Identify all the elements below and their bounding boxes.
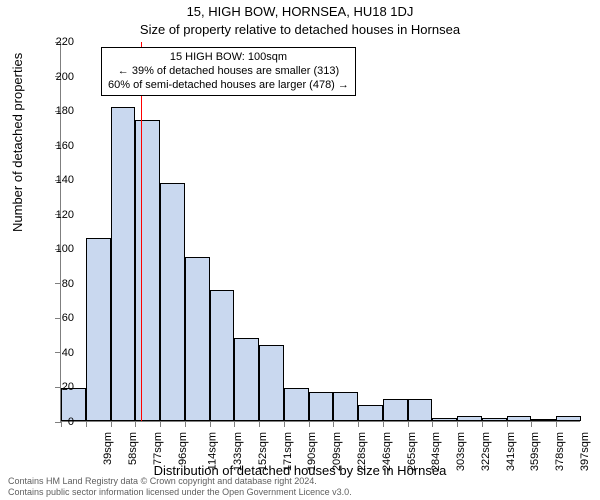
y-tick-label: 40 xyxy=(44,347,74,359)
x-tick-label: 58sqm xyxy=(127,432,139,465)
x-tick-label: 322sqm xyxy=(480,432,492,471)
histogram-bar xyxy=(358,405,383,421)
y-tick-label: 0 xyxy=(44,416,74,428)
histogram-bar xyxy=(432,418,457,421)
x-tick xyxy=(210,421,211,427)
x-tick xyxy=(234,421,235,427)
histogram-bar xyxy=(333,392,358,421)
histogram-bar xyxy=(383,399,408,421)
x-tick xyxy=(531,421,532,427)
x-tick xyxy=(482,421,483,427)
x-tick xyxy=(309,421,310,427)
x-tick-label: 171sqm xyxy=(282,432,294,471)
x-tick-label: 96sqm xyxy=(177,432,189,465)
y-tick-label: 100 xyxy=(44,243,74,255)
x-tick xyxy=(135,421,136,427)
histogram-bar xyxy=(135,120,160,421)
y-tick-label: 180 xyxy=(44,105,74,117)
histogram-bar xyxy=(482,418,507,421)
x-tick-label: 209sqm xyxy=(331,432,343,471)
histogram-bar xyxy=(160,183,185,421)
y-tick-label: 160 xyxy=(44,140,74,152)
property-size-histogram: 15, HIGH BOW, HORNSEA, HU18 1DJ Size of … xyxy=(0,0,600,500)
x-tick xyxy=(358,421,359,427)
x-tick xyxy=(284,421,285,427)
histogram-bar xyxy=(111,107,136,421)
y-tick-label: 220 xyxy=(44,36,74,48)
x-tick-label: 190sqm xyxy=(307,432,319,471)
x-tick xyxy=(160,421,161,427)
histogram-bar xyxy=(210,290,235,421)
histogram-bar xyxy=(309,392,334,421)
histogram-bar xyxy=(234,338,259,421)
annotation-box: 15 HIGH BOW: 100sqm ← 39% of detached ho… xyxy=(101,47,356,96)
y-tick-label: 120 xyxy=(44,209,74,221)
annotation-line-1: 15 HIGH BOW: 100sqm xyxy=(108,51,349,65)
plot-area: 15 HIGH BOW: 100sqm ← 39% of detached ho… xyxy=(60,42,580,422)
footer-attribution: Contains HM Land Registry data © Crown c… xyxy=(8,476,352,498)
reference-line xyxy=(141,42,142,421)
x-tick-label: 303sqm xyxy=(455,432,467,471)
x-tick-label: 228sqm xyxy=(356,432,368,471)
histogram-bar xyxy=(86,238,111,421)
x-tick xyxy=(457,421,458,427)
y-tick-label: 60 xyxy=(44,312,74,324)
histogram-bar xyxy=(284,388,309,421)
x-tick-label: 39sqm xyxy=(102,432,114,465)
x-tick xyxy=(408,421,409,427)
y-axis-label: Number of detached properties xyxy=(10,53,25,232)
footer-line-2: Contains public sector information licen… xyxy=(8,487,352,498)
x-tick-label: 246sqm xyxy=(381,432,393,471)
histogram-bar xyxy=(185,257,210,421)
x-tick xyxy=(86,421,87,427)
x-tick xyxy=(111,421,112,427)
x-tick-label: 378sqm xyxy=(554,432,566,471)
annotation-line-2: ← 39% of detached houses are smaller (31… xyxy=(108,65,349,79)
x-tick xyxy=(259,421,260,427)
histogram-bar xyxy=(507,416,532,421)
y-tick-label: 140 xyxy=(44,174,74,186)
annotation-line-3: 60% of semi-detached houses are larger (… xyxy=(108,79,349,93)
histogram-bar xyxy=(408,399,433,421)
y-tick-label: 20 xyxy=(44,381,74,393)
chart-title-main: 15, HIGH BOW, HORNSEA, HU18 1DJ xyxy=(0,4,600,19)
x-tick xyxy=(383,421,384,427)
x-tick-label: 397sqm xyxy=(579,432,591,471)
x-tick-label: 152sqm xyxy=(257,432,269,471)
chart-title-sub: Size of property relative to detached ho… xyxy=(0,22,600,37)
histogram-bar xyxy=(531,419,556,421)
x-tick-label: 114sqm xyxy=(207,432,219,470)
x-tick xyxy=(185,421,186,427)
x-tick xyxy=(507,421,508,427)
y-tick-label: 200 xyxy=(44,71,74,83)
histogram-bar xyxy=(457,416,482,421)
histogram-bar xyxy=(259,345,284,421)
x-tick-label: 359sqm xyxy=(529,432,541,471)
y-tick-label: 80 xyxy=(44,278,74,290)
x-tick-label: 341sqm xyxy=(505,432,517,471)
x-tick-label: 133sqm xyxy=(232,432,244,471)
x-tick-label: 77sqm xyxy=(152,432,164,465)
x-tick xyxy=(333,421,334,427)
footer-line-1: Contains HM Land Registry data © Crown c… xyxy=(8,476,352,487)
histogram-bar xyxy=(556,416,581,421)
x-tick-label: 284sqm xyxy=(430,432,442,471)
x-tick xyxy=(432,421,433,427)
x-tick xyxy=(556,421,557,427)
x-tick-label: 265sqm xyxy=(406,432,418,471)
